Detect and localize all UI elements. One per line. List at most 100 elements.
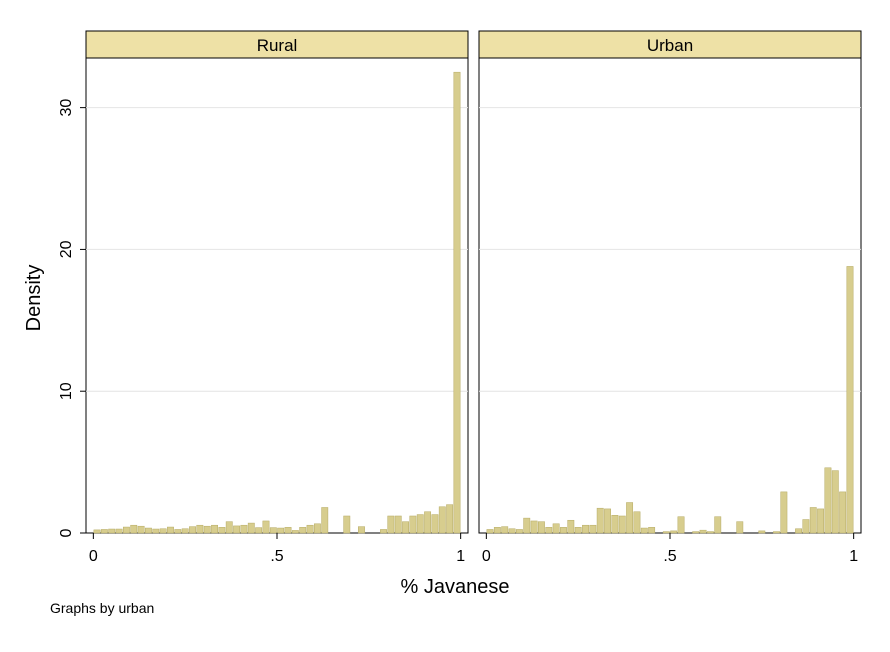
bar-rural-15 (203, 525, 211, 534)
bar-rural-2 (108, 528, 116, 534)
plot-region-rural (85, 57, 469, 534)
plot-region-urban (478, 57, 862, 534)
bar-rural-25 (277, 527, 285, 534)
bar-rural-39 (380, 529, 387, 534)
bar-rural-20 (240, 524, 248, 534)
bar-urban-11 (567, 519, 575, 534)
bar-urban-49 (846, 266, 854, 534)
y-tick-label-0: 0 (58, 528, 75, 537)
bar-urban-48 (839, 491, 847, 534)
bar-urban-15 (596, 507, 604, 534)
bar-rural-29 (306, 524, 314, 534)
bar-rural-22 (255, 527, 263, 534)
bar-rural-9 (159, 528, 167, 534)
panel-strip-rural (85, 30, 469, 59)
bar-rural-31 (321, 507, 329, 534)
x-tick-label-urban-1: 1 (849, 548, 858, 565)
bar-urban-37 (758, 530, 766, 534)
bar-rural-17 (218, 527, 226, 534)
y-axis-title: Density (23, 265, 45, 332)
bar-urban-34 (736, 521, 744, 534)
x-tick-label-urban-.5: .5 (663, 548, 676, 565)
bar-rural-13 (189, 526, 196, 534)
bar-urban-28 (692, 531, 700, 534)
bar-rural-11 (174, 529, 182, 534)
bar-rural-14 (196, 524, 204, 534)
bar-urban-22 (648, 527, 656, 534)
bar-rural-48 (446, 504, 454, 534)
bar-rural-47 (438, 506, 446, 534)
bar-urban-20 (633, 511, 641, 534)
bar-rural-40 (387, 515, 395, 534)
panel-title-rural: Rural (257, 36, 298, 55)
bar-rural-19 (233, 525, 241, 534)
bar-rural-23 (262, 520, 270, 534)
bar-urban-21 (640, 527, 648, 534)
bar-urban-1 (493, 527, 501, 534)
bar-rural-21 (247, 522, 255, 534)
bar-rural-42 (402, 521, 409, 534)
bar-urban-7 (538, 521, 545, 534)
bar-rural-45 (424, 511, 432, 534)
bar-rural-5 (130, 524, 138, 534)
bar-urban-9 (552, 523, 560, 534)
bar-urban-10 (560, 527, 567, 534)
bar-rural-7 (145, 527, 152, 534)
bar-urban-13 (582, 524, 589, 534)
bar-rural-8 (152, 528, 160, 534)
bar-urban-4 (515, 529, 523, 534)
panel-urban: Urban (478, 30, 862, 534)
panel-title-urban: Urban (647, 36, 693, 55)
bar-rural-34 (343, 515, 351, 534)
panel-strip-urban (478, 30, 862, 59)
x-tick-label-urban-0: 0 (482, 548, 491, 565)
bar-urban-14 (589, 524, 597, 534)
bar-rural-44 (416, 514, 424, 534)
bar-rural-24 (269, 527, 277, 534)
bar-rural-26 (284, 527, 292, 534)
bar-rural-27 (291, 530, 299, 534)
bar-rural-0 (93, 529, 101, 534)
bar-urban-8 (545, 527, 553, 534)
bar-urban-0 (486, 529, 494, 534)
bar-urban-47 (831, 470, 839, 534)
bar-rural-10 (167, 526, 174, 534)
bar-urban-40 (780, 491, 788, 534)
bar-urban-46 (824, 467, 832, 534)
bar-rural-41 (394, 515, 402, 534)
bar-urban-42 (795, 528, 802, 534)
x-tick-label-rural-.5: .5 (270, 548, 283, 565)
bar-urban-45 (817, 508, 825, 534)
bar-rural-30 (313, 523, 321, 534)
bar-urban-39 (773, 531, 780, 534)
bar-urban-18 (618, 515, 626, 534)
bar-urban-12 (574, 527, 582, 534)
bar-urban-44 (809, 507, 817, 534)
y-tick-label-10: 10 (58, 382, 75, 400)
bar-urban-31 (714, 516, 722, 534)
bar-urban-2 (501, 526, 509, 534)
bar-rural-12 (181, 528, 189, 534)
bar-rural-28 (299, 527, 307, 534)
bar-urban-19 (626, 502, 634, 534)
bar-rural-49 (453, 71, 461, 534)
bar-rural-46 (431, 514, 439, 534)
y-tick-label-20: 20 (58, 240, 75, 258)
panel-rural: Rural (85, 30, 469, 534)
bar-urban-24 (662, 531, 670, 534)
bar-urban-6 (530, 520, 538, 534)
bar-urban-30 (706, 531, 714, 534)
bar-urban-5 (523, 517, 531, 534)
bar-urban-26 (677, 516, 685, 534)
panels: Rural Urban (85, 30, 862, 534)
bar-urban-25 (670, 530, 678, 534)
bar-rural-4 (122, 526, 130, 534)
graphs-by-note: Graphs by urban (50, 600, 154, 616)
bar-rural-3 (115, 528, 123, 534)
bar-urban-16 (604, 508, 611, 534)
bar-rural-16 (211, 524, 218, 534)
bar-rural-43 (409, 515, 417, 534)
